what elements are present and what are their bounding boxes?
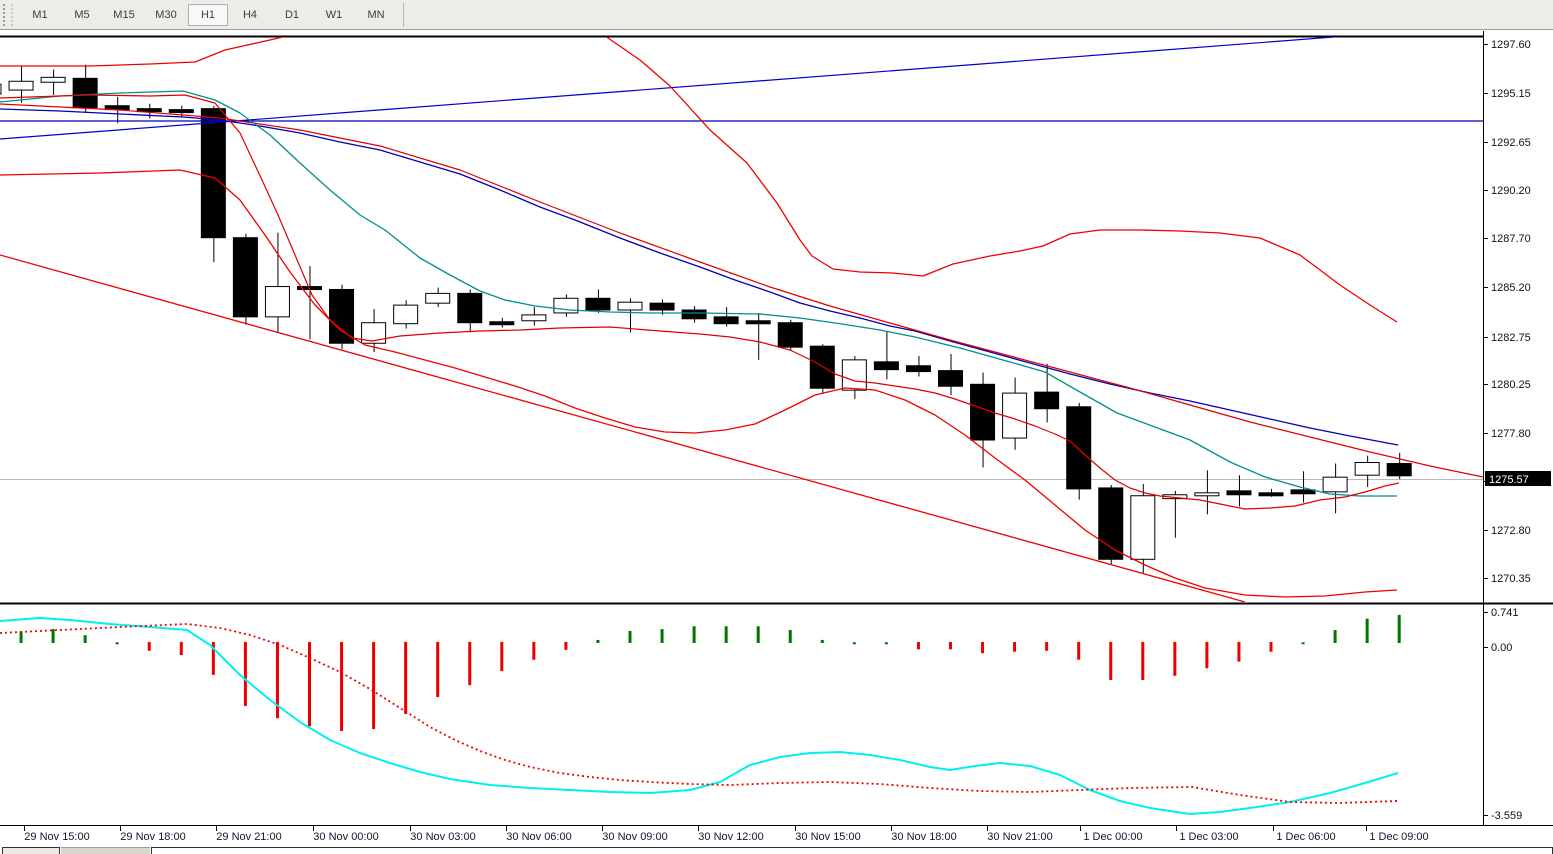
timeframe-button-H4[interactable]: H4 [242,8,258,21]
timeframe-button-M1[interactable]: M1 [32,8,48,21]
indicator-pane[interactable] [0,605,1483,825]
timeframe-toolbar: M1 M5 M15 M30 H1 H4 D1 W1 MN [0,0,1553,30]
price-scale[interactable] [1483,31,1553,825]
chart-tab[interactable] [2,847,60,854]
chart-tab[interactable] [61,847,150,854]
status-panel [151,847,1553,854]
timeframe-button-MN[interactable]: MN [367,8,385,21]
bottom-tab-strip [0,845,1553,854]
toolbar-separator [403,2,404,27]
timeframe-button-M30[interactable]: M30 [155,8,177,21]
timeframe-button-M5[interactable]: M5 [74,8,90,21]
timeframe-button-W1[interactable]: W1 [325,8,343,21]
timeframe-button-M15[interactable]: M15 [113,8,135,21]
time-scale[interactable] [0,826,1483,844]
timeframe-button-D1[interactable]: D1 [284,8,300,21]
toolbar-grip-icon[interactable] [3,3,13,26]
main-chart-area[interactable] [0,31,1483,602]
timeframe-button-H1[interactable]: H1 [188,3,228,26]
